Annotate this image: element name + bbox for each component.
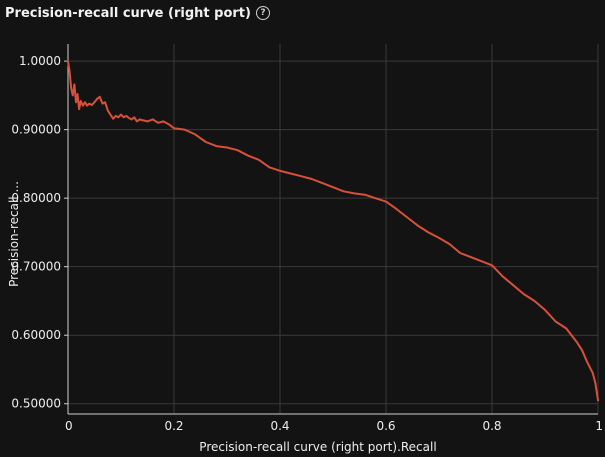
axes — [64, 44, 598, 415]
x-axis-label: Precision-recall curve (right port).Reca… — [199, 440, 436, 454]
x-tick-label: 1 — [595, 419, 603, 433]
question-circle-icon[interactable]: ? — [255, 6, 270, 20]
x-tick-label: 0.6 — [376, 419, 395, 433]
y-tick-label: 0.70000 — [11, 260, 61, 274]
y-tick-label: 0.60000 — [11, 328, 61, 342]
y-tick-label: 1.0000 — [19, 54, 61, 68]
y-tick-label: 0.50000 — [11, 397, 61, 411]
chart-title: Precision-recall curve (right port) — [5, 5, 251, 21]
x-tick-label: 0.8 — [482, 419, 501, 433]
chart-header: Precision-recall curve (right port) ? — [5, 3, 270, 23]
series-layer — [67, 60, 599, 402]
series-line — [67, 60, 599, 402]
x-tick-label: 0.4 — [270, 419, 289, 433]
x-tick-label: 0 — [65, 419, 73, 433]
y-tick-label: 0.90000 — [11, 123, 61, 137]
y-tick-labels: 0.50000 0.60000 0.70000 0.80000 0.90000 1.000… — [11, 54, 61, 411]
y-axis-label: Precision-recall ... — [7, 181, 21, 287]
x-tick-label: 0.2 — [164, 419, 183, 433]
y-tick-label: 0.80000 — [11, 191, 61, 205]
x-tick-labels: 0 0.2 0.4 0.6 0.8 1 — [65, 419, 603, 433]
gridlines — [68, 44, 599, 414]
